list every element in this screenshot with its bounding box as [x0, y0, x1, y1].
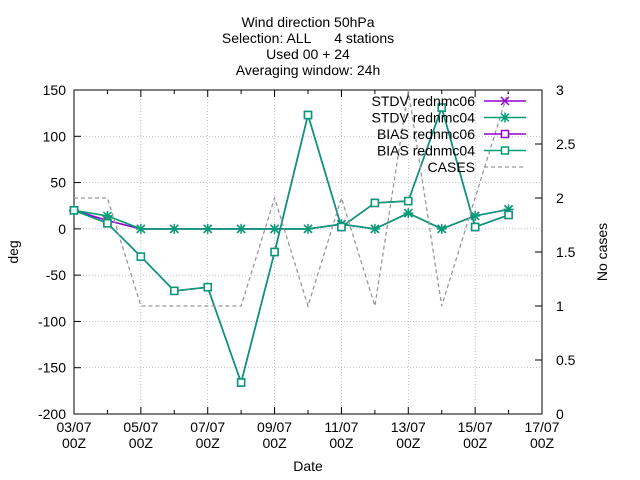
x-tick-label-hour: 00Z [196, 435, 221, 451]
x-tick-label: 17/07 [524, 419, 559, 435]
point-marker [69, 206, 79, 215]
x-tick-label-hour: 00Z [129, 435, 154, 451]
series [69, 89, 514, 387]
series-line [73, 104, 509, 386]
legend-label: STDV rednmc06 [372, 93, 476, 109]
y2-tick-label: 3 [556, 82, 564, 98]
point-marker [102, 210, 113, 221]
x-axis-label: Date [293, 458, 323, 474]
series-line [73, 208, 509, 230]
point-marker [136, 252, 146, 261]
y-tick-label: -150 [38, 360, 66, 376]
legend-label: BIAS rednmc04 [377, 143, 475, 159]
y-tick-label: -100 [38, 313, 66, 329]
series-cases [74, 89, 510, 309]
y-tick-label: -50 [46, 267, 66, 283]
point-marker [202, 223, 213, 234]
y2-axis-label: No cases [594, 223, 610, 281]
x-tick-label-hour: 00Z [329, 435, 354, 451]
legend-label: STDV rednmc04 [372, 110, 476, 126]
point-marker [169, 223, 180, 234]
point-marker [500, 146, 510, 155]
x-tick-label: 13/07 [391, 419, 426, 435]
y-tick-label: 150 [43, 82, 67, 98]
x-tick-label: 03/07 [56, 419, 91, 435]
point-marker [500, 129, 510, 139]
x-tick-label-hour: 00Z [530, 435, 555, 451]
point-marker [436, 223, 447, 234]
point-marker [404, 196, 413, 206]
series-line [73, 208, 509, 230]
point-marker [303, 223, 313, 234]
x-tick-label: 15/07 [458, 419, 493, 435]
title-line: Selection: ALL 4 stations [222, 30, 394, 46]
legend-label: BIAS rednmc06 [377, 126, 475, 142]
x-tick-label: 05/07 [123, 419, 158, 435]
y-axis-label: deg [5, 240, 21, 263]
y2-tick-label: 1.5 [556, 244, 576, 260]
y2-tick-label: 0 [556, 406, 564, 422]
y2-tick-label: 2.5 [556, 136, 576, 152]
y2-tick-label: 2 [556, 190, 564, 206]
title-line: Used 00 + 24 [266, 46, 350, 62]
point-marker [370, 198, 380, 208]
y2-tick-label: 0.5 [556, 352, 576, 368]
point-marker [470, 222, 480, 232]
point-marker [403, 208, 414, 219]
x-tick-label: 09/07 [257, 419, 292, 435]
title-line: Averaging window: 24h [236, 62, 381, 78]
point-marker [270, 247, 279, 257]
y-tick-label: 50 [50, 175, 66, 191]
point-marker [203, 282, 212, 292]
x-tick-label: 07/07 [190, 419, 225, 435]
y-tick-label: 0 [58, 221, 66, 237]
y-tick-label: -200 [38, 406, 66, 422]
point-marker [135, 223, 146, 234]
series-bias-rednmc04 [69, 103, 513, 387]
point-marker [236, 378, 246, 387]
title-line: Wind direction 50hPa [241, 14, 374, 30]
point-marker [500, 112, 510, 123]
point-marker [369, 223, 380, 234]
x-tick-label-hour: 00Z [463, 435, 488, 451]
point-marker [500, 96, 510, 106]
point-marker [503, 204, 514, 215]
legend-label: CASES [428, 159, 475, 175]
point-marker [303, 110, 313, 120]
axes: 150 100 50 0 -50 -100 -150 -200 3 2.5 2 1.5 1 0.5 0 03/… [38, 82, 576, 451]
y2-tick-label: 1 [556, 298, 564, 314]
x-tick-label: 11/07 [324, 419, 358, 435]
point-marker [170, 286, 179, 296]
point-marker [470, 210, 481, 221]
point-marker [504, 210, 513, 220]
y-tick-label: 100 [43, 128, 67, 144]
point-marker [437, 103, 446, 112]
x-tick-label-hour: 00Z [62, 435, 87, 451]
point-marker [269, 223, 280, 234]
x-tick-label-hour: 00Z [263, 435, 288, 451]
series-stdv-rednmc04 [69, 204, 514, 234]
point-marker [236, 223, 247, 234]
series-line [74, 89, 510, 309]
point-marker [337, 222, 346, 232]
x-tick-label-hour: 00Z [396, 435, 421, 451]
point-marker [103, 219, 112, 228]
